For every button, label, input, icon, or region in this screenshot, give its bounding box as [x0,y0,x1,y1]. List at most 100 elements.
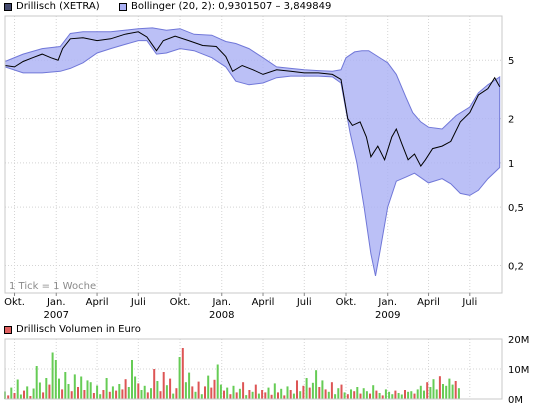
volume-bar [404,390,406,399]
price-x-tick-label: Jan. [211,297,231,308]
volume-bar [369,393,371,399]
volume-bar [210,387,213,399]
volume-bar [29,396,32,399]
price-x-year-label: 2008 [209,310,234,321]
volume-bar [54,360,57,399]
legend-price: Drillisch (XETRA) [4,1,100,12]
volume-bar [150,388,152,399]
price-x-tick-label: Okt. [336,297,357,308]
volume-bar [13,393,16,399]
volume-bar [7,395,10,399]
price-x-tick-label: Okt. [170,297,191,308]
legend-price-label: Drillisch (XETRA) [16,1,100,12]
volume-bar [321,380,324,399]
volume-plot-frame [4,338,503,400]
volume-bar [362,388,365,399]
volume-bar [83,390,86,399]
volume-bar [134,376,137,399]
volume-bar [442,384,444,399]
volume-bar [330,382,333,399]
volume-bar [264,392,267,399]
volume-bar [143,385,146,399]
volume-bar [188,372,191,399]
price-x-tick-label: Okt. [4,297,25,308]
legend-volume-swatch [4,325,12,334]
volume-bar [197,381,200,399]
volume-bar [299,391,302,399]
volume-bar [384,389,387,399]
volume-bar [42,392,45,399]
volume-bar [19,394,22,399]
price-x-tick-label: Juli [461,297,477,308]
volume-bar [124,379,127,399]
volume-bar [448,378,451,399]
volume-y-tick-label: 20M [508,335,529,346]
volume-bar [283,395,286,399]
volume-bar [311,382,314,399]
legend-bollinger-swatch [119,2,127,11]
volume-bar [232,385,235,399]
volume-bar [229,394,232,399]
price-y-tick-label: 1 [508,159,514,170]
volume-bar [423,390,425,399]
volume-bar [432,379,435,399]
volume-bar [410,391,413,399]
volume-bar [178,357,181,399]
volume-bar [172,393,175,399]
volume-bar [131,360,133,399]
volume-bar [435,389,438,399]
volume-bar [169,378,172,399]
volume-bar [388,391,391,399]
volume-bar [413,393,416,399]
volume-bar [375,390,378,399]
volume-bar [99,394,102,399]
volume-bar [305,378,308,399]
volume-bar [451,384,454,399]
price-y-tick-label: 0,2 [508,262,524,273]
volume-bar [381,395,384,399]
volume-bar [213,379,216,399]
volume-bar [261,390,264,399]
legend-volume: Drillisch Volumen in Euro [4,324,141,335]
volume-bar [67,384,70,399]
volume-bar [26,386,29,399]
volume-bar [105,378,108,399]
volume-bar [118,384,121,399]
volume-bar [77,387,79,399]
price-x-year-label: 2009 [375,310,400,321]
volume-bar [156,381,159,399]
price-x-axis: Okt. Jan. 2007 April Juli Okt. Jan. 2008 April Ju… [4,293,477,321]
volume-bar [121,389,124,399]
price-line [4,31,501,168]
volume-bar [102,390,105,399]
volume-bar [372,385,375,399]
volume-bar [245,395,248,399]
volume-y-axis: 20M 10M 0M [508,335,529,406]
volume-bar [64,372,67,399]
volume-bar [277,392,279,399]
volume-bar [251,391,254,399]
volume-bar [96,385,99,399]
volume-bar [438,376,441,399]
volume-bar [407,391,410,399]
volume-bar [219,384,222,399]
volume-bar [184,382,187,399]
price-x-year-label: 2007 [44,310,69,321]
tick-annotation: 1 Tick = 1 Woche [9,281,96,292]
volume-bar [353,391,356,399]
legend-volume-label: Drillisch Volumen in Euro [16,324,141,335]
price-y-tick-label: 5 [508,56,514,67]
volume-y-tick-label: 10M [508,365,529,376]
volume-bar [226,387,229,399]
volume-y-tick-label: 0M [508,395,523,406]
volume-bar [181,348,184,399]
volume-bar [248,390,251,399]
volume-bar [115,390,118,399]
volume-bar [267,387,270,399]
price-y-tick-label: 0,5 [508,203,524,214]
volume-bar [242,382,245,399]
volume-bar [315,370,318,399]
volume-bar [48,384,51,399]
price-y-axis: 5 2 1 0,5 0,2 [508,56,524,272]
